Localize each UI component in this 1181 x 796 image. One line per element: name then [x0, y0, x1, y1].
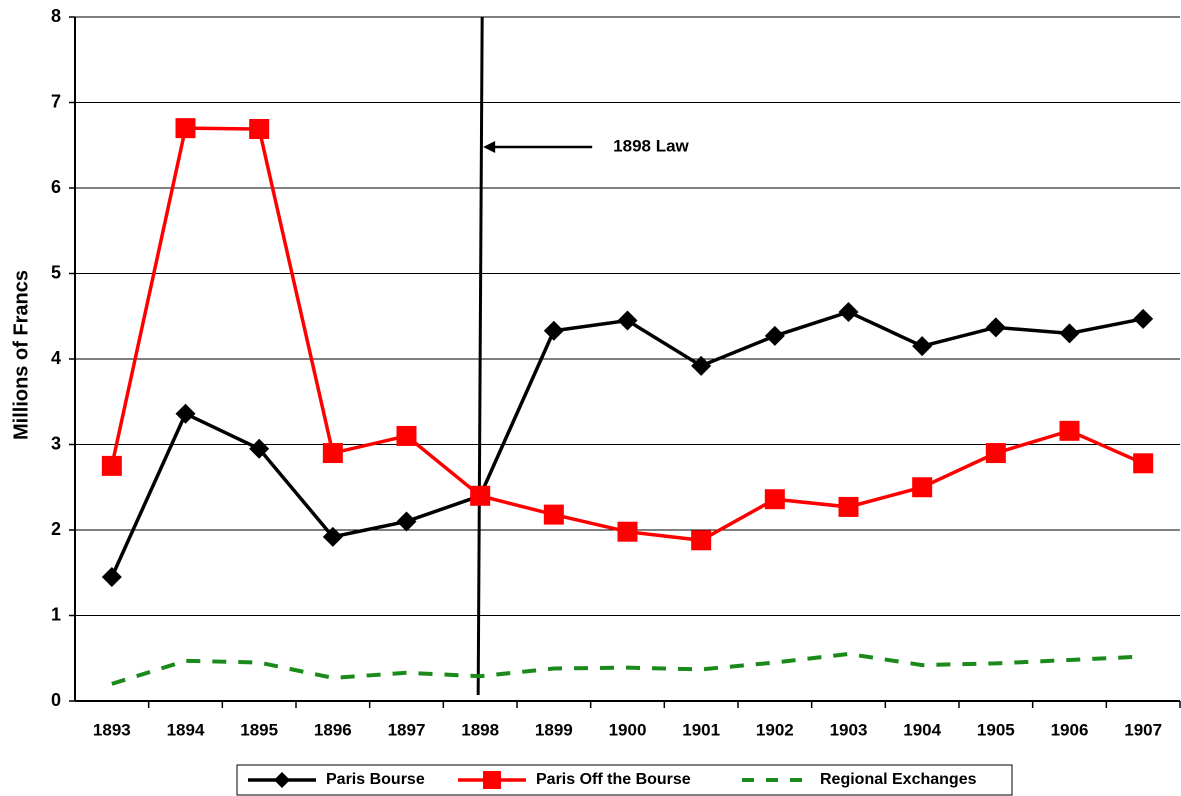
legend-marker — [483, 771, 501, 789]
y-tick-label: 7 — [51, 91, 61, 111]
x-tick-label: 1897 — [388, 720, 426, 739]
point — [617, 521, 638, 542]
series-line — [111, 651, 1144, 686]
point — [985, 443, 1006, 464]
point — [912, 336, 933, 357]
x-tick-label: 1903 — [830, 720, 868, 739]
x-tick-label: 1904 — [903, 720, 941, 739]
point — [322, 443, 343, 464]
point — [543, 320, 564, 341]
point — [101, 567, 122, 588]
x-tick-label: 1895 — [240, 720, 278, 739]
x-tick-label: 1894 — [167, 720, 205, 739]
point — [1059, 323, 1080, 344]
point — [175, 118, 196, 139]
point — [985, 317, 1006, 338]
legend-label: Paris Bourse — [326, 771, 425, 788]
y-tick-label: 5 — [51, 262, 61, 282]
y-tick-label: 2 — [51, 519, 61, 539]
point — [396, 425, 417, 446]
x-tick-label: 1906 — [1051, 720, 1089, 739]
point — [912, 477, 933, 498]
y-tick-label: 4 — [51, 348, 61, 368]
point — [1133, 308, 1154, 329]
point — [1059, 420, 1080, 441]
legend-marker — [274, 772, 290, 788]
arrow-head — [483, 141, 496, 153]
point — [838, 301, 859, 322]
y-tick-label: 3 — [51, 433, 61, 453]
point — [838, 496, 859, 517]
x-tick-label: 1896 — [314, 720, 352, 739]
y-tick-label: 0 — [51, 690, 61, 710]
annotation: 1898 Law — [613, 136, 689, 155]
legend-box — [236, 764, 1013, 796]
legend-label: Regional Exchanges — [820, 771, 977, 788]
x-tick-label: 1898 — [461, 720, 499, 739]
point — [691, 530, 712, 551]
point — [617, 310, 638, 331]
y-axis-label: Millions of Francs — [10, 270, 32, 440]
point — [101, 455, 122, 476]
x-tick-label: 1902 — [756, 720, 794, 739]
x-tick-label: 1899 — [535, 720, 573, 739]
x-tick-label: 1900 — [609, 720, 647, 739]
x-tick-label: 1905 — [977, 720, 1015, 739]
point — [249, 119, 270, 140]
point — [396, 511, 417, 532]
point — [691, 355, 712, 376]
x-tick-label: 1901 — [682, 720, 720, 739]
series-line — [110, 126, 1144, 543]
point — [470, 485, 491, 506]
point — [764, 489, 785, 510]
x-tick-label: 1893 — [93, 720, 131, 739]
y-tick-label: 1 — [51, 604, 61, 624]
point — [1133, 453, 1154, 474]
x-tick-label: 1907 — [1124, 720, 1162, 739]
point — [543, 504, 564, 525]
point — [322, 526, 343, 547]
y-tick-label: 8 — [51, 6, 61, 26]
legend-label: Paris Off the Bourse — [536, 771, 691, 788]
point — [764, 325, 785, 346]
event-line — [476, 16, 484, 696]
y-tick-label: 6 — [51, 177, 61, 197]
point — [249, 438, 270, 459]
point — [175, 403, 196, 424]
